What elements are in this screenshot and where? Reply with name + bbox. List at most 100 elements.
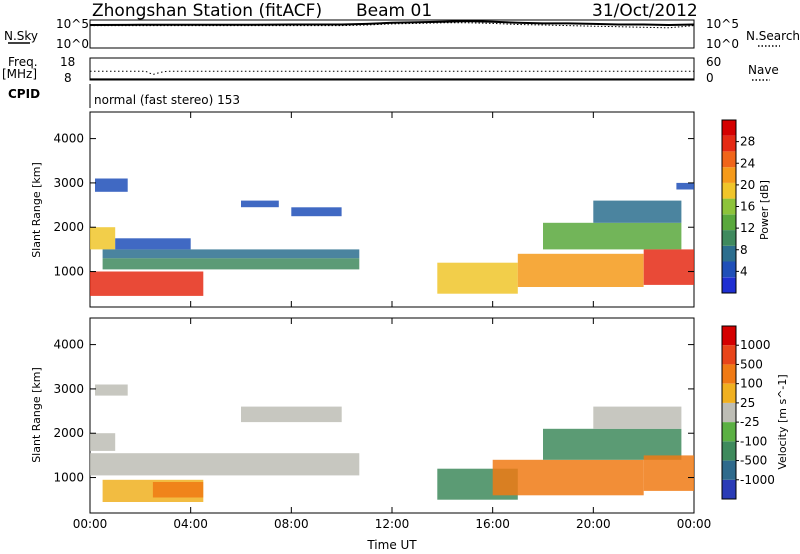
velocity-colorbar-tick-label: 500 — [740, 357, 763, 371]
velocity-panel: Slant Range [km] Velocity [m s^-1] Time … — [30, 317, 789, 552]
freq-unit-label: [MHz] — [2, 67, 37, 81]
velocity-xtick-label: 04:00 — [173, 517, 208, 531]
power-echo-region — [241, 200, 279, 208]
nsky-label: N.Sky — [4, 29, 38, 43]
date-label: 31/Oct/2012 — [592, 1, 698, 21]
velocity-ytick-label: 2000 — [53, 426, 84, 440]
power-ytick-label: 4000 — [53, 132, 84, 146]
power-colorbar-segment — [722, 135, 736, 152]
velocity-colorbar-segment — [722, 422, 736, 442]
sky-strip-frame — [89, 19, 695, 49]
sky-left-tick-top: 10^5 — [56, 17, 89, 31]
velocity-xtick-label: 08:00 — [274, 517, 309, 531]
velocity-colorbar-tick-label: -1000 — [740, 473, 775, 487]
sky-right-tick-top: 10^5 — [706, 17, 739, 31]
power-echo-region — [543, 222, 682, 250]
power-colorbar-label: Power [dB] — [758, 180, 771, 240]
velocity-colorbar-segment — [722, 383, 736, 403]
velocity-xtick-label: 16:00 — [475, 517, 510, 531]
power-echo-region — [437, 262, 518, 294]
velocity-colorbar-segment — [722, 460, 736, 480]
power-echo-region — [95, 178, 128, 192]
velocity-echo-region — [95, 384, 128, 396]
velocity-colorbar-tick-label: 100 — [740, 377, 763, 391]
velocity-ytick-label: 4000 — [53, 338, 84, 352]
power-colorbar-segment — [722, 120, 736, 136]
power-colorbar-segment — [722, 167, 736, 183]
power-colorbar-tick-label: 12 — [740, 221, 755, 235]
power-colorbar-segment — [722, 151, 736, 168]
power-ytick-label: 1000 — [53, 265, 84, 279]
power-echo-region — [115, 238, 191, 250]
power-panel: Slant Range [km] Power [dB] 1000 2000 3000… — [30, 111, 771, 308]
velocity-colorbar-tick-label: 1000 — [740, 338, 771, 352]
velocity-echo-region — [643, 455, 694, 491]
velocity-colorbar-segment — [722, 345, 736, 365]
power-echo-region — [593, 200, 682, 223]
velocity-colorbar-tick-label: -25 — [740, 415, 760, 429]
power-ylabel: Slant Range [km] — [30, 162, 43, 258]
velocity-echo-region — [593, 406, 682, 429]
power-echo-region — [676, 182, 694, 190]
power-colorbar-segment — [722, 245, 736, 262]
sky-series-line — [89, 20, 695, 27]
sky-left-tick-bottom: 10^0 — [56, 37, 89, 51]
time-xlabel: Time UT — [366, 538, 417, 552]
power-colorbar-segment — [722, 261, 736, 278]
velocity-xtick-label: 20:00 — [576, 517, 611, 531]
nave-label: Nave — [748, 63, 779, 77]
nave-tick-top: 60 — [706, 55, 721, 69]
beam-label: Beam 01 — [356, 1, 432, 21]
power-echo-region — [102, 249, 360, 259]
freq-label: Freq. — [8, 55, 38, 69]
nave-tick-bottom: 0 — [706, 71, 714, 85]
velocity-ytick-label: 1000 — [53, 471, 84, 485]
velocity-echo-region — [90, 453, 360, 476]
velocity-colorbar-segment — [722, 479, 736, 499]
power-echo-region — [643, 249, 694, 285]
cpid-strip: CPID normal (fast stereo) 153 — [8, 84, 240, 108]
velocity-colorbar-segment — [722, 402, 736, 423]
freq-tick-bottom: 8 — [64, 71, 72, 85]
velocity-colorbar-segment — [722, 364, 736, 384]
velocity-colorbar-tick-label: -100 — [740, 434, 767, 448]
power-echo-region — [90, 271, 204, 296]
sky-right-tick-bottom: 10^0 — [706, 37, 739, 51]
freq-strip-frame — [89, 57, 695, 81]
sky-series-line — [90, 22, 695, 29]
cpid-label: CPID — [8, 87, 40, 101]
freq-series-line — [90, 70, 694, 76]
power-colorbar-segment — [722, 198, 736, 215]
velocity-colorbar-tick-label: 25 — [740, 396, 755, 410]
power-ytick-label: 3000 — [53, 176, 84, 190]
velocity-xtick-label: 00:00 — [677, 517, 712, 531]
velocity-echo-region — [241, 406, 342, 423]
power-colorbar-segment — [722, 230, 736, 246]
power-echo-region — [90, 227, 116, 250]
velocity-colorbar-segment — [722, 441, 736, 461]
power-colorbar-segment — [722, 182, 736, 199]
nsearch-label: N.Search — [746, 29, 800, 43]
power-echo-region — [517, 253, 644, 287]
velocity-echo-region — [492, 459, 644, 496]
velocity-xtick-label: 00:00 — [73, 517, 108, 531]
velocity-colorbar-tick-label: -500 — [740, 454, 767, 468]
power-colorbar-tick-label: 8 — [740, 243, 748, 257]
power-colorbar-segment — [722, 214, 736, 231]
station-title: Zhongshan Station (fitACF) — [92, 1, 322, 21]
velocity-echo-region — [90, 433, 116, 451]
cpid-mode: normal (fast stereo) 153 — [94, 93, 240, 107]
power-colorbar-tick-label: 28 — [740, 135, 755, 149]
power-colorbar-tick-label: 20 — [740, 178, 755, 192]
freq-tick-top: 18 — [60, 55, 75, 69]
freq-strip: Freq. [MHz] 18 8 60 0 Nave — [2, 55, 779, 85]
sky-strip: N.Sky 10^5 10^0 10^5 10^0 N.Search — [4, 17, 800, 51]
power-colorbar-tick-label: 4 — [740, 264, 748, 278]
power-colorbar-tick-label: 24 — [740, 156, 755, 170]
power-echo-region — [102, 258, 360, 270]
velocity-echo-region — [543, 428, 682, 460]
power-colorbar-segment — [722, 277, 736, 293]
velocity-ytick-label: 3000 — [53, 382, 84, 396]
velocity-ylabel: Slant Range [km] — [30, 367, 43, 463]
